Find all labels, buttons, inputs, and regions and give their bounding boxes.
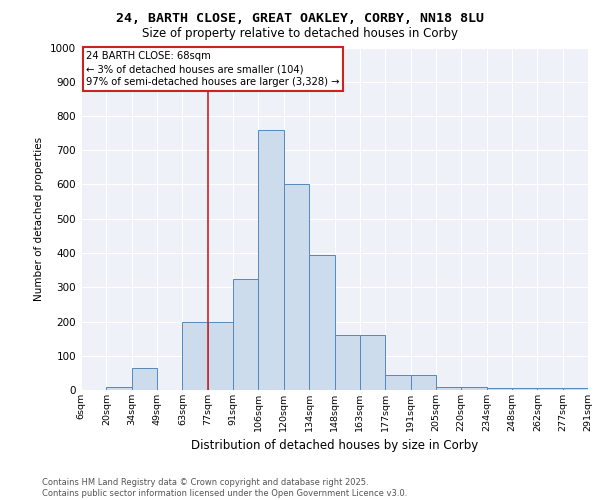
Bar [360, 335, 385, 390]
Y-axis label: Number of detached properties: Number of detached properties [34, 136, 44, 301]
Bar [208, 322, 233, 390]
Bar [512, 388, 538, 390]
Text: 24 BARTH CLOSE: 68sqm
← 3% of detached houses are smaller (104)
97% of semi-deta: 24 BARTH CLOSE: 68sqm ← 3% of detached h… [86, 51, 340, 88]
X-axis label: Distribution of detached houses by size in Corby: Distribution of detached houses by size … [191, 440, 478, 452]
Bar [132, 368, 157, 390]
Bar [106, 386, 132, 390]
Bar [410, 374, 436, 390]
Bar [563, 388, 588, 390]
Bar [487, 388, 512, 390]
Bar [335, 335, 360, 390]
Text: Size of property relative to detached houses in Corby: Size of property relative to detached ho… [142, 28, 458, 40]
Bar [259, 130, 284, 390]
Bar [284, 184, 309, 390]
Bar [538, 388, 563, 390]
Text: 24, BARTH CLOSE, GREAT OAKLEY, CORBY, NN18 8LU: 24, BARTH CLOSE, GREAT OAKLEY, CORBY, NN… [116, 12, 484, 26]
Bar [182, 322, 208, 390]
Bar [436, 386, 461, 390]
Bar [461, 386, 487, 390]
Bar [309, 254, 335, 390]
Text: Contains HM Land Registry data © Crown copyright and database right 2025.
Contai: Contains HM Land Registry data © Crown c… [42, 478, 407, 498]
Bar [233, 278, 259, 390]
Bar [385, 374, 410, 390]
